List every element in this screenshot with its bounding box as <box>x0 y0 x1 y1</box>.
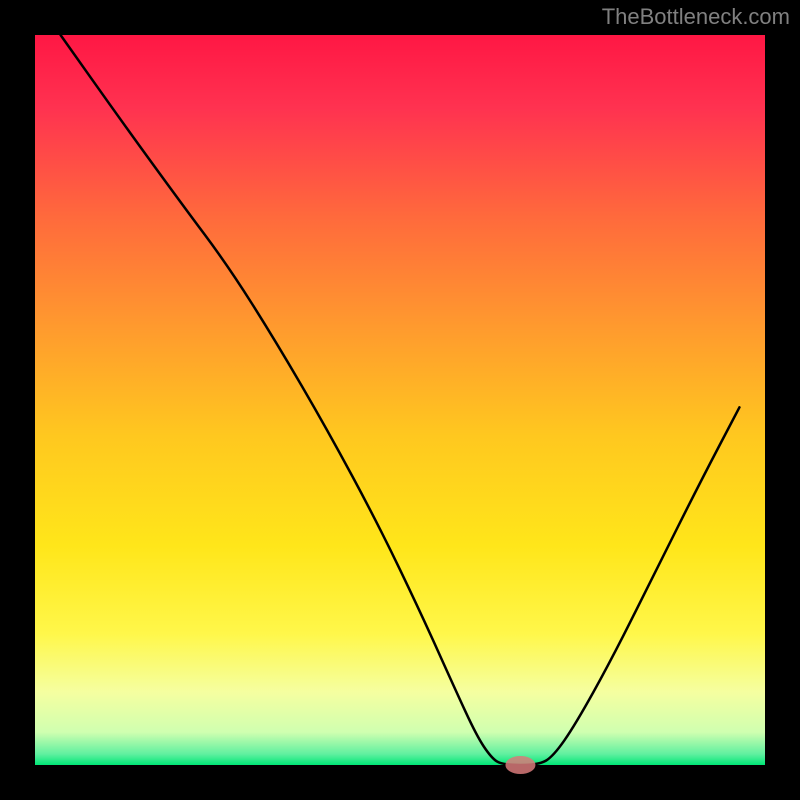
bottleneck-chart: TheBottleneck.com <box>0 0 800 800</box>
optimal-point-marker <box>505 756 535 774</box>
chart-plot-area <box>35 35 765 765</box>
chart-svg <box>0 0 800 800</box>
